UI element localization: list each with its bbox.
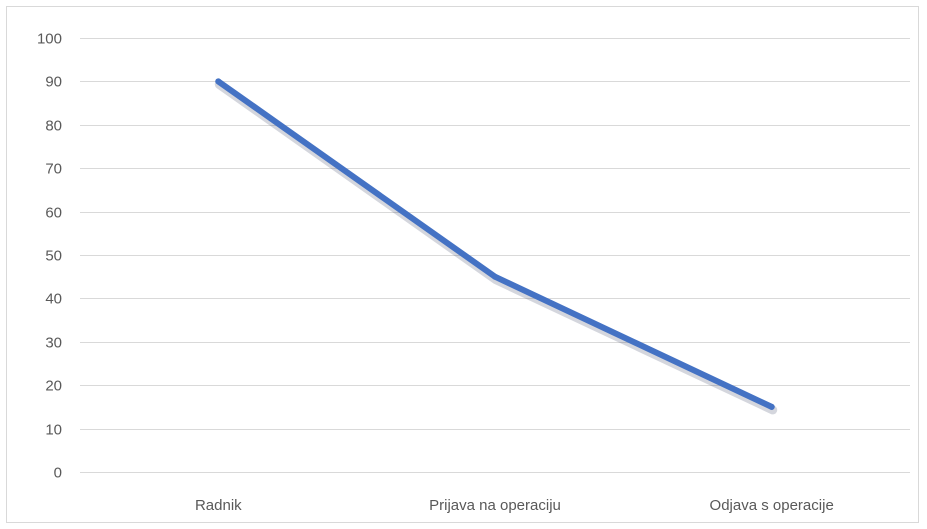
y-tick-label: 10 (45, 422, 62, 439)
y-tick-label: 50 (45, 248, 62, 265)
data-point-odjava-s-operacije (768, 403, 775, 410)
y-tick-label: 100 (37, 31, 62, 48)
gridlines (80, 38, 910, 473)
x-axis-tick-labels: Radnik Prijava na operaciju Odjava s opera… (195, 497, 834, 514)
data-point-prijava-na-operaciju (492, 273, 498, 280)
y-tick-label: 70 (45, 161, 62, 178)
x-tick-label: Prijava na operaciju (429, 497, 561, 514)
chart-frame (6, 6, 919, 523)
y-tick-label: 90 (45, 74, 62, 91)
y-tick-label: 80 (45, 118, 62, 135)
y-tick-label: 40 (45, 291, 62, 308)
y-tick-label: 0 (54, 465, 62, 482)
x-tick-label: Odjava s operacije (710, 497, 834, 514)
y-tick-label: 20 (45, 378, 62, 395)
series-line (215, 78, 775, 410)
series-layer (214, 78, 778, 415)
series-line-shadow (214, 79, 778, 415)
y-tick-label: 60 (45, 205, 62, 222)
data-point-radnik (215, 78, 222, 85)
x-tick-label: Radnik (195, 497, 242, 514)
y-axis-tick-labels: 0 10 20 30 40 50 60 70 80 90 100 (37, 31, 62, 482)
y-tick-label: 30 (45, 335, 62, 352)
